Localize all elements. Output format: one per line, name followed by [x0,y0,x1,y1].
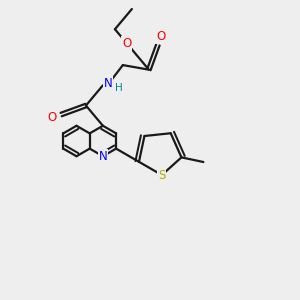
Text: O: O [48,111,57,124]
Text: O: O [122,37,131,50]
Text: H: H [115,83,122,93]
Text: O: O [156,30,166,43]
Text: S: S [158,169,166,182]
Text: N: N [103,77,112,90]
Text: N: N [98,150,107,163]
